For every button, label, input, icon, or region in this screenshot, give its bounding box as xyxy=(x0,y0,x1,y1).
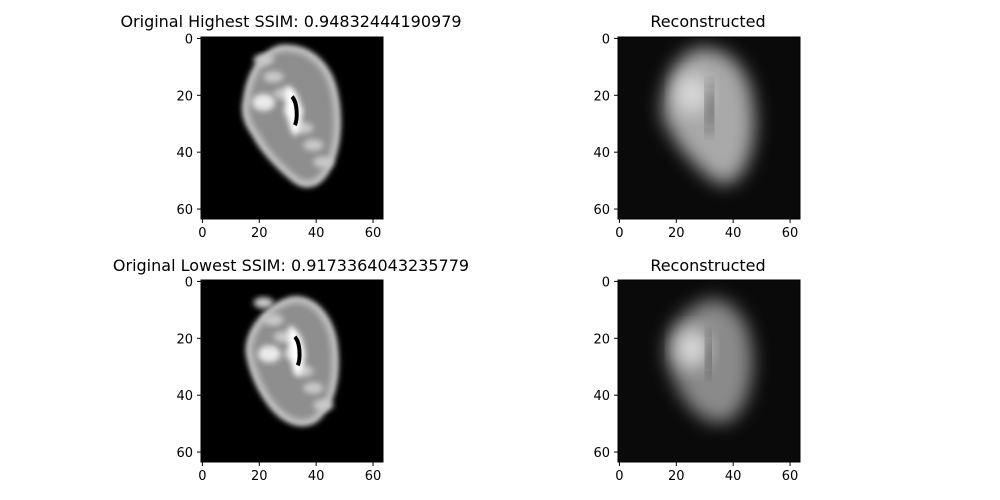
x-tick-label: 0 xyxy=(615,226,623,241)
brain-gyrus xyxy=(253,297,274,309)
axes-frame xyxy=(200,279,384,463)
brain-cortex xyxy=(242,45,341,188)
brain-gyrus xyxy=(313,156,334,168)
recon-highlight xyxy=(674,328,709,369)
y-tick-label: 0 xyxy=(185,275,193,290)
x-tick-label: 40 xyxy=(308,469,325,484)
brain-white-matter xyxy=(285,85,302,137)
y-tick-label: 20 xyxy=(176,89,193,104)
y-tick-label: 60 xyxy=(593,446,610,461)
image-content xyxy=(242,45,341,188)
brain-gyrus xyxy=(253,54,274,66)
x-tick-label: 20 xyxy=(668,226,685,241)
y-tick-label: 20 xyxy=(176,332,193,347)
axes-frame xyxy=(200,36,384,220)
brain-gyrus xyxy=(263,71,284,83)
axes-frame xyxy=(617,36,801,220)
panel-title-bottom-right: Reconstructed xyxy=(650,256,766,275)
x-tick-label: 60 xyxy=(782,226,799,241)
subplot-2: 0 20 40 60 0 20 40 60 xyxy=(176,275,384,484)
x-tick-label: 40 xyxy=(725,469,742,484)
x-tick-label: 20 xyxy=(251,226,268,241)
brain-ventricle xyxy=(293,335,302,367)
subplot-1: 0 20 40 60 0 20 40 60 xyxy=(593,32,801,241)
x-tick-label: 0 xyxy=(198,469,206,484)
y-tick-label: 0 xyxy=(185,32,193,47)
brain-gyrus xyxy=(303,139,324,151)
y-tick-label: 20 xyxy=(593,89,610,104)
y-tick-label: 40 xyxy=(593,146,610,161)
panel-title-top-left: Original Highest SSIM: 0.94832444190979 xyxy=(120,12,462,31)
brain-region xyxy=(257,345,281,363)
brain-gyrus xyxy=(263,314,284,326)
recon-ventricle xyxy=(703,335,714,373)
axes-frame xyxy=(617,279,801,463)
brain-gyrus xyxy=(303,382,324,394)
y-tick-label: 60 xyxy=(593,203,610,218)
y-tick-label: 40 xyxy=(176,389,193,404)
x-tick-label: 0 xyxy=(615,469,623,484)
x-tick-label: 20 xyxy=(251,469,268,484)
x-tick-label: 0 xyxy=(198,226,206,241)
x-tick-label: 20 xyxy=(668,469,685,484)
brain-gyrus xyxy=(313,399,334,411)
panel-title-top-right: Reconstructed xyxy=(650,12,766,31)
recon-highlight xyxy=(674,73,709,114)
image-content xyxy=(618,280,800,462)
y-tick-label: 20 xyxy=(593,332,610,347)
brain-cortex xyxy=(246,296,339,426)
y-tick-label: 60 xyxy=(176,203,193,218)
x-tick-label: 40 xyxy=(725,226,742,241)
recon-ventricle xyxy=(703,86,716,130)
y-tick-label: 60 xyxy=(176,446,193,461)
y-tick-label: 0 xyxy=(602,32,610,47)
brain-ventricle xyxy=(290,95,299,127)
brain-region xyxy=(252,93,275,111)
image-content xyxy=(246,296,339,426)
subplot-0: 0 20 40 60 0 20 40 60 xyxy=(176,32,384,241)
subplot-3: 0 20 40 60 0 20 40 60 xyxy=(593,275,801,484)
x-tick-label: 60 xyxy=(782,469,799,484)
y-tick-label: 40 xyxy=(593,389,610,404)
image-content xyxy=(618,37,800,219)
brain-white-matter xyxy=(288,325,305,377)
x-tick-label: 60 xyxy=(365,469,382,484)
y-tick-label: 0 xyxy=(602,275,610,290)
panel-title-bottom-left: Original Lowest SSIM: 0.9173364043235779 xyxy=(112,256,470,275)
x-tick-label: 60 xyxy=(365,226,382,241)
y-tick-label: 40 xyxy=(176,146,193,161)
x-tick-label: 40 xyxy=(308,226,325,241)
